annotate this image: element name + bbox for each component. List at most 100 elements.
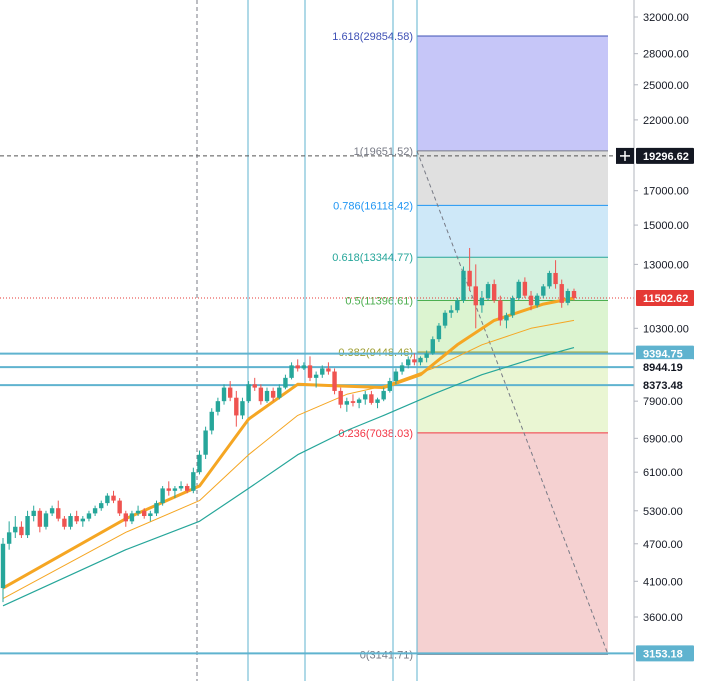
candle-body (436, 325, 442, 340)
candle (387, 377, 393, 393)
price-tag[interactable]: 3153.18 (636, 645, 694, 662)
candle-body (375, 399, 380, 403)
candle-body (246, 384, 251, 402)
candle (172, 486, 178, 499)
fib-level-label: 0.5(11396.61) (345, 296, 413, 308)
candle (49, 505, 55, 517)
crosshair-plus-icon[interactable] (616, 147, 634, 164)
candle-body (135, 510, 141, 514)
candle (142, 508, 147, 519)
candle (31, 505, 36, 522)
candle (86, 510, 92, 522)
candle-body (479, 298, 485, 306)
price-axis[interactable] (634, 0, 702, 681)
candle (436, 323, 442, 342)
candle-body (467, 270, 472, 287)
price-tag-label: 3153.18 (643, 648, 683, 660)
moving-average-line (2, 319, 575, 600)
candle (13, 516, 18, 538)
candle-body (547, 272, 552, 287)
candle (369, 390, 374, 405)
candle (498, 295, 503, 326)
price-tag-label: 11502.62 (643, 293, 688, 305)
axis-tick-label: 17000.00 (643, 186, 689, 198)
candle (111, 490, 116, 504)
candle-body (356, 399, 362, 403)
axis-tick-label: 5300.00 (643, 506, 683, 518)
candle (6, 521, 12, 550)
candle (559, 279, 564, 308)
candle (221, 384, 227, 405)
fib-level-label: 0.618(13344.77) (332, 252, 413, 264)
candle (455, 298, 460, 313)
fib-zone (417, 205, 608, 258)
candle (215, 397, 221, 416)
candle-body (363, 394, 368, 400)
candle-body (295, 365, 300, 369)
candle (166, 481, 171, 496)
candle-body (234, 397, 239, 416)
candle (375, 397, 380, 409)
candle-body (553, 272, 558, 285)
candle (350, 394, 356, 407)
price-tag-label: 19296.62 (643, 151, 689, 163)
fibonacci-retracement[interactable]: 1.618(29854.58) 1(19651.52) 0.786(16118.42… (332, 31, 608, 661)
candle-body (369, 394, 374, 403)
candle-body (344, 401, 350, 405)
candle (467, 247, 472, 291)
price-tag-bg (636, 289, 694, 306)
candle-body (209, 411, 214, 431)
candle (0, 537, 6, 603)
axis-tick-label: 4700.00 (643, 539, 683, 551)
candle (418, 356, 423, 366)
candle (240, 397, 245, 420)
moving-average-line (2, 347, 575, 607)
fib-level-label: 0(3141.71) (360, 649, 413, 661)
candle-body (522, 281, 528, 296)
candle (485, 281, 491, 301)
candle-body (43, 513, 49, 527)
candle-body (19, 526, 24, 536)
candle-body (387, 381, 393, 391)
candle-body (541, 286, 546, 296)
candle (491, 279, 497, 303)
axis-tick-label: 6100.00 (643, 467, 683, 479)
candle (412, 353, 417, 366)
candle (74, 510, 79, 525)
fib-zone (417, 257, 608, 301)
price-tag[interactable]: 8373.48 (636, 377, 694, 394)
candle-body (320, 368, 325, 375)
price-tag[interactable]: 11502.62 (636, 289, 694, 306)
candle (313, 371, 319, 388)
candle-body (307, 365, 313, 378)
candle (154, 500, 159, 517)
candle (209, 408, 214, 435)
price-tag[interactable]: 19296.62 (636, 147, 694, 164)
price-tag[interactable]: 8944.19 (636, 359, 694, 376)
candle (191, 467, 196, 494)
candle (37, 508, 43, 533)
candle (571, 288, 577, 301)
candle (541, 284, 546, 299)
candle (399, 362, 405, 375)
candle-body (332, 371, 337, 391)
fib-zone (417, 352, 608, 433)
candle (19, 521, 24, 538)
fib-level-label: 0.786(16118.42) (333, 200, 413, 212)
candle (406, 356, 411, 369)
fib-trendline[interactable] (416, 150, 609, 655)
candle-body (203, 430, 208, 455)
candle-body (184, 486, 190, 491)
candle-body (559, 284, 564, 303)
candle-body (215, 401, 221, 412)
candle-body (62, 518, 67, 527)
candle-body (13, 526, 18, 533)
candle-body (516, 281, 521, 299)
candle-body (381, 390, 386, 400)
candle (553, 260, 558, 289)
candle (320, 365, 325, 378)
price-tag[interactable]: 9394.75 (636, 345, 694, 362)
candle (356, 397, 362, 409)
candle-body (6, 532, 12, 544)
